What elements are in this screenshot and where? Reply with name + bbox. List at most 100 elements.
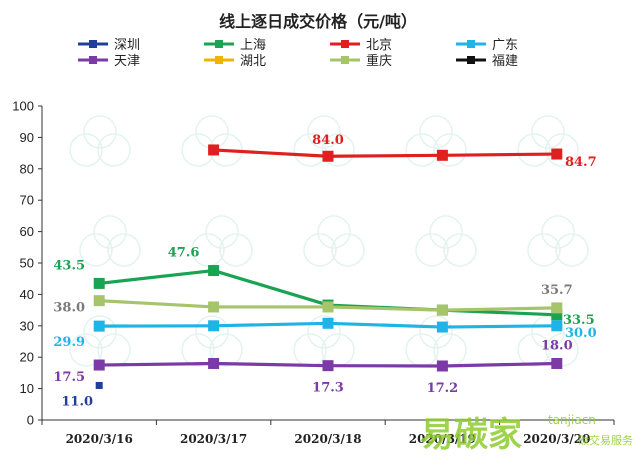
legend-label: 深圳 [114, 38, 140, 53]
watermark-logo-icon [405, 115, 467, 167]
watermark-logo-icon [517, 115, 579, 167]
axes: 0 10 20 30 40 50 60 70 80 90 100 2020/3/16 2020/3/17… [12, 99, 615, 446]
data-label: 38.0 [53, 301, 85, 316]
data-point-marker [322, 360, 334, 372]
data-point-marker [551, 320, 563, 332]
legend-label: 广东 [492, 38, 518, 53]
legend-marker-swatch [341, 40, 349, 48]
data-point-marker [93, 359, 105, 371]
legend-marker-swatch [89, 56, 97, 64]
watermark-logo-icon [527, 215, 589, 267]
legend-item: 福建 [456, 54, 518, 69]
data-point-marker [551, 302, 563, 314]
legend-marker-swatch [467, 40, 475, 48]
data-label: 11.0 [61, 394, 93, 409]
watermark-logo-icon [293, 115, 355, 167]
brand-sub-text: 碳交易服务 [578, 433, 633, 447]
y-tick-label: 40 [20, 287, 34, 302]
series-重庆 [93, 295, 563, 316]
legend-item: 湖北 [204, 54, 266, 69]
legend-marker-swatch [89, 40, 97, 48]
legend-item: 北京 [330, 38, 392, 53]
y-tick-label: 0 [27, 413, 34, 428]
watermark-logo-icon [181, 315, 243, 367]
data-label: 84.0 [312, 133, 344, 148]
data-point-marker [93, 295, 105, 307]
y-tick-label: 80 [20, 161, 34, 176]
data-point-marker [551, 357, 563, 369]
legend-item: 广东 [456, 38, 518, 53]
chart-title: 线上逐日成交价格（元/吨） [219, 12, 417, 31]
data-point-marker [208, 301, 220, 313]
legend-item: 重庆 [330, 53, 392, 69]
data-label: 17.2 [427, 381, 459, 396]
brand-url-text: tanjiacn [548, 413, 596, 427]
data-point-marker [436, 304, 448, 316]
y-tick-label: 50 [20, 256, 34, 271]
data-label: 30.0 [565, 326, 597, 341]
watermark-logo-icon [303, 215, 365, 267]
legend-label: 天津 [114, 54, 140, 69]
data-point-marker [551, 148, 563, 160]
y-tick-label: 10 [20, 381, 34, 396]
data-label: 18.0 [541, 338, 573, 353]
x-tick-label: 2020/3/19 [409, 432, 476, 446]
data-point-marker [322, 150, 334, 162]
data-label: 35.7 [541, 283, 573, 298]
watermark-logo-icon [69, 315, 131, 367]
legend-marker-swatch [341, 56, 349, 64]
legend-marker-swatch [215, 56, 223, 64]
series-天津 [93, 357, 563, 372]
data-label: 33.5 [563, 313, 595, 328]
x-tick-label: 2020/3/18 [294, 432, 361, 446]
watermark-logo-icon [191, 215, 253, 267]
x-tick-label: 2020/3/16 [66, 432, 133, 446]
data-point-marker [93, 320, 105, 332]
data-label: 84.7 [565, 155, 597, 170]
data-point-marker [208, 357, 220, 369]
data-point-marker [208, 144, 220, 156]
data-point-marker [322, 301, 334, 313]
legend-label: 福建 [492, 54, 518, 69]
legend-marker-swatch [215, 40, 223, 48]
watermark-logo-icon [405, 315, 467, 367]
series-广东 [93, 317, 563, 333]
data-label: 17.5 [53, 370, 85, 385]
series-lines [93, 144, 563, 389]
watermark-logo-icon [181, 115, 243, 167]
brand-watermark: 易碳家 tanjiacn 碳交易服务 [420, 413, 633, 455]
legend-marker-swatch [467, 56, 475, 64]
y-tick-label: 60 [20, 224, 34, 239]
data-label: 43.5 [53, 258, 85, 273]
legend-item: 天津 [78, 54, 140, 69]
data-label: 29.9 [53, 335, 85, 350]
series-深圳 [95, 381, 103, 389]
series-北京 [208, 144, 563, 162]
data-point-marker [93, 277, 105, 289]
data-point-marker [95, 381, 103, 389]
data-label: 17.3 [312, 381, 344, 396]
data-label: 47.6 [168, 246, 200, 261]
data-point-marker [436, 149, 448, 161]
series-line [213, 148, 557, 158]
data-labels: 11.0 43.5 47.6 33.5 84.0 84.7 29.9 30.0 17.5 17.3… [53, 133, 596, 409]
legend-item: 上海 [204, 38, 266, 53]
x-tick-label: 2020/3/17 [180, 432, 247, 446]
data-point-marker [436, 321, 448, 333]
x-tick-label: 2020/3/20 [523, 432, 590, 446]
y-tick-label: 20 [20, 350, 34, 365]
data-point-marker [208, 265, 220, 277]
data-point-marker [208, 320, 220, 332]
y-tick-label: 100 [12, 99, 34, 114]
data-point-marker [436, 360, 448, 372]
data-point-marker [551, 309, 563, 321]
legend-label: 北京 [366, 38, 392, 53]
y-tick-label: 90 [20, 130, 34, 145]
watermark-logo-icon [415, 215, 477, 267]
watermark-logo-icon [79, 215, 141, 267]
y-tick-label: 30 [20, 318, 34, 333]
legend-label: 湖北 [240, 54, 266, 69]
